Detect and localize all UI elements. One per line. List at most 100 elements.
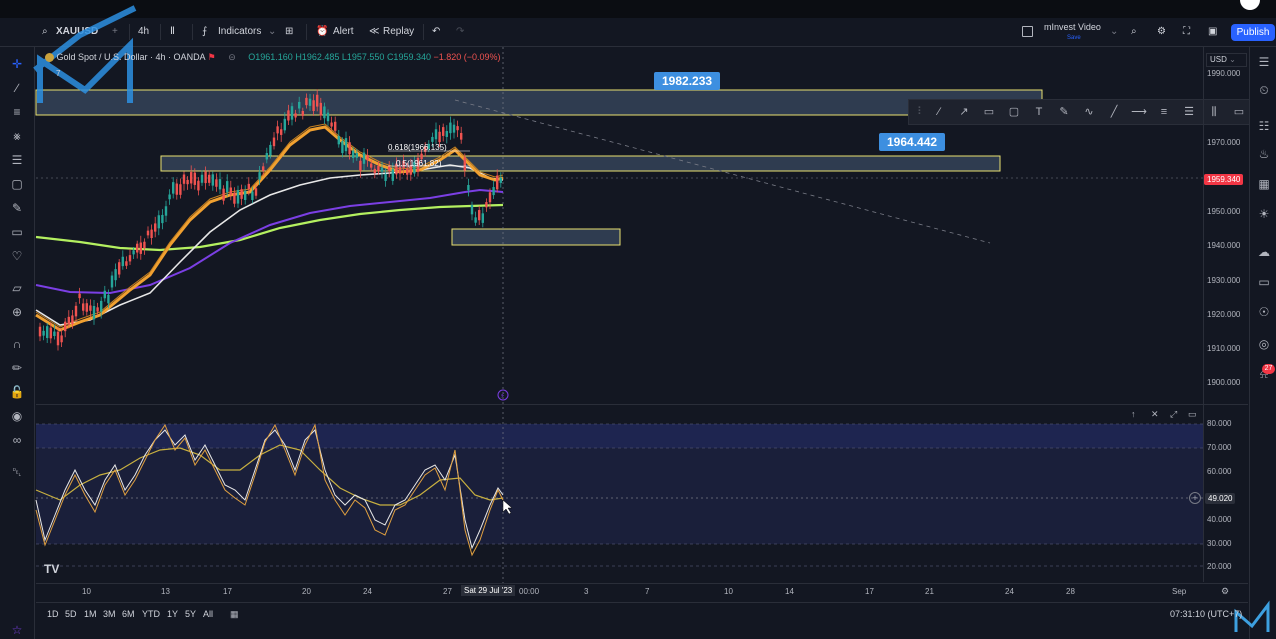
- level-callout-mid[interactable]: 1964.442: [879, 133, 946, 151]
- add-plus-icon[interactable]: +: [1189, 492, 1201, 504]
- horizontal-lines-icon[interactable]: ≡: [13, 105, 21, 119]
- price-scale[interactable]: [1203, 47, 1250, 582]
- candle-body: [100, 300, 103, 312]
- trend-line-icon[interactable]: ∕: [938, 106, 940, 118]
- text-note-icon[interactable]: ▭: [11, 225, 23, 239]
- candle-body: [226, 181, 229, 193]
- range-5y[interactable]: 5Y: [185, 609, 197, 619]
- chevron-down-icon[interactable]: ⌄: [268, 26, 277, 37]
- camera-icon[interactable]: ▣: [1208, 26, 1218, 37]
- callout-icon[interactable]: ▭: [983, 106, 995, 118]
- trash-icon[interactable]: ␡: [12, 465, 22, 479]
- alert-button[interactable]: Alert: [333, 26, 354, 37]
- watchlist-icon[interactable]: ☰: [1258, 55, 1270, 69]
- lock-pencil-icon[interactable]: ✏: [11, 361, 23, 375]
- candle-body: [157, 215, 160, 229]
- price-tick: 1990.000: [1207, 69, 1241, 78]
- notes-icon[interactable]: ☷: [1258, 119, 1270, 133]
- eye-icon[interactable]: ◉: [11, 409, 23, 423]
- parallel-channel-icon[interactable]: ≡: [1160, 106, 1168, 118]
- pitchfork-icon[interactable]: ⨳: [13, 129, 21, 143]
- replay-icon[interactable]: ≪: [369, 26, 380, 37]
- hint-bulb-icon[interactable]: ☉: [1258, 305, 1270, 319]
- zoom-in-icon[interactable]: ⊕: [11, 305, 23, 319]
- note-icon[interactable]: ▭: [1233, 106, 1245, 118]
- hide-legend-icon[interactable]: ⊝: [228, 52, 236, 62]
- publish-button[interactable]: Publish: [1231, 24, 1275, 41]
- layout-name[interactable]: mInvest Video: [1044, 22, 1101, 32]
- ideas-bulb-icon[interactable]: ☀: [1258, 207, 1270, 221]
- settings-gear-icon[interactable]: ⚙: [1157, 26, 1166, 37]
- link-icon[interactable]: ∞: [12, 433, 22, 447]
- fib-channel-icon[interactable]: ☰: [1184, 106, 1194, 118]
- path-icon[interactable]: ∿: [1084, 106, 1094, 118]
- text-icon[interactable]: T: [1035, 106, 1043, 118]
- info-icon[interactable]: [1240, 0, 1260, 10]
- symbol-search[interactable]: XAUUSD: [56, 26, 99, 37]
- range-1m[interactable]: 1M: [84, 609, 97, 619]
- legend-indicator-count[interactable]: 7: [56, 69, 61, 78]
- time-tick: 21: [925, 587, 934, 596]
- redo-icon[interactable]: ↷: [456, 26, 465, 37]
- pane-move-up-icon[interactable]: ↑: [1131, 409, 1136, 419]
- add-symbol-icon[interactable]: +: [112, 26, 118, 37]
- fib-retracement-icon[interactable]: ☰: [11, 153, 23, 167]
- range-3m[interactable]: 3M: [103, 609, 116, 619]
- range-5d[interactable]: 5D: [65, 609, 77, 619]
- flag-icon[interactable]: ⚑: [207, 52, 216, 62]
- axis-settings-icon[interactable]: ⚙: [1221, 586, 1230, 596]
- range-1y[interactable]: 1Y: [167, 609, 179, 619]
- range-6m[interactable]: 6M: [122, 609, 135, 619]
- range-all[interactable]: All: [203, 609, 214, 619]
- level-callout-high[interactable]: 1982.233: [654, 72, 721, 90]
- replay-button[interactable]: Replay: [383, 26, 415, 37]
- currency-selector[interactable]: USD ⌄: [1206, 53, 1247, 67]
- streams-icon[interactable]: ◎: [1258, 337, 1270, 351]
- interval-button[interactable]: 4h: [138, 26, 150, 37]
- range-1d[interactable]: 1D: [47, 609, 59, 619]
- alerts-clock-icon[interactable]: ⏲: [1259, 83, 1269, 97]
- notifications-bell-icon[interactable]: ⍾: [1260, 367, 1268, 381]
- undo-icon[interactable]: ↶: [432, 26, 441, 37]
- pen-icon[interactable]: ✎: [1059, 106, 1069, 118]
- ruler-icon[interactable]: ▱: [12, 281, 22, 295]
- drag-handle-icon[interactable]: ⠇: [916, 106, 926, 118]
- magnet-icon[interactable]: ∩: [12, 337, 22, 351]
- star-icon[interactable]: ☆: [11, 623, 23, 637]
- chat-icon[interactable]: ☁: [1258, 245, 1270, 259]
- lock-icon[interactable]: 🔓: [9, 385, 25, 399]
- line-icon[interactable]: ╱: [1110, 106, 1118, 118]
- brush-icon[interactable]: ✎: [11, 201, 23, 215]
- pane-close-icon[interactable]: ✕: [1151, 409, 1159, 419]
- chart-type-icon[interactable]: Ⅱ: [170, 26, 175, 37]
- legend-title[interactable]: Gold Spot / U.S. Dollar · 4h · OANDA: [56, 52, 206, 62]
- rectangle-icon[interactable]: ▢: [11, 177, 23, 191]
- ray-icon[interactable]: ↗: [959, 106, 969, 118]
- goto-date-icon[interactable]: ▦: [230, 609, 239, 619]
- layout-checkbox[interactable]: [1022, 18, 1033, 46]
- pane-divider[interactable]: [36, 404, 1248, 405]
- heart-icon[interactable]: ♡: [11, 249, 23, 263]
- long-position-icon[interactable]: ⫼: [1211, 106, 1217, 118]
- indicators-button[interactable]: Indicators: [218, 26, 262, 37]
- rectangle-icon[interactable]: ▢: [1008, 106, 1020, 118]
- calendar-icon[interactable]: ▦: [1258, 177, 1270, 191]
- quick-search-icon[interactable]: ⌕: [1131, 26, 1137, 37]
- alert-icon[interactable]: ⏰: [316, 26, 329, 37]
- hotlist-fire-icon[interactable]: ♨: [1258, 147, 1270, 161]
- pane-collapse-icon[interactable]: ⤢: [1170, 409, 1178, 419]
- fullscreen-icon[interactable]: ⛶: [1183, 26, 1190, 37]
- range-ytd[interactable]: YTD: [142, 609, 160, 619]
- horizontal-ray-icon[interactable]: ⟶: [1131, 106, 1147, 118]
- search-icon[interactable]: ⌕: [42, 26, 48, 37]
- time-axis[interactable]: [36, 583, 1248, 602]
- templates-icon[interactable]: ⊞: [285, 26, 294, 37]
- crosshair-icon[interactable]: ✛: [11, 57, 23, 71]
- messages-icon[interactable]: ▭: [1258, 275, 1270, 289]
- chevron-down-icon[interactable]: ⌄: [1110, 26, 1119, 37]
- trend-line-icon[interactable]: ∕: [15, 81, 18, 95]
- indicators-icon[interactable]: ⨍: [202, 26, 208, 37]
- clock-timezone[interactable]: 07:31:10 (UTC+7): [1170, 609, 1243, 619]
- pane-maximize-icon[interactable]: ▭: [1188, 409, 1197, 419]
